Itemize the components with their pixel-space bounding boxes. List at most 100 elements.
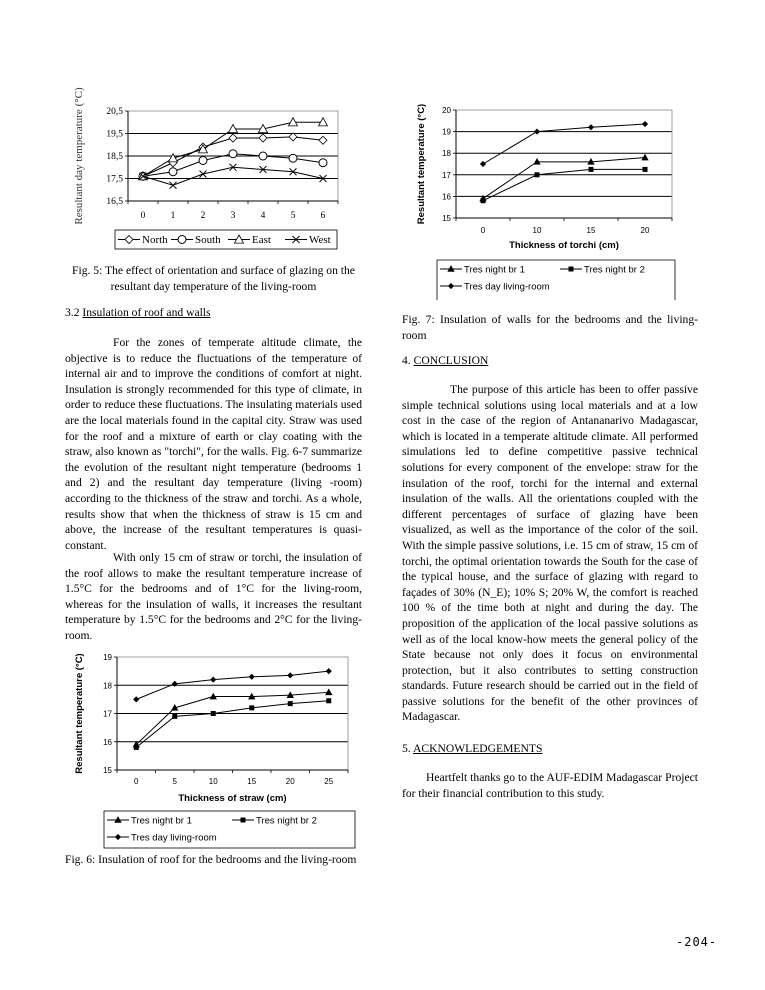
- data-point: [287, 116, 299, 127]
- page-number: -204-: [676, 935, 718, 949]
- paragraph-acknowledgements: Heartfelt thanks go to the AUF-EDIM Mada…: [402, 771, 698, 800]
- data-point: [326, 698, 332, 704]
- data-point: [325, 668, 332, 675]
- legend-label: Tres day living-room: [464, 282, 550, 293]
- x-tick-label: 10: [209, 777, 218, 786]
- y-tick-label: 19: [442, 128, 451, 137]
- legend-box: [103, 810, 356, 849]
- legend-label: Tres night br 1: [464, 265, 525, 276]
- legend-label: South: [195, 234, 221, 246]
- data-point: [288, 153, 298, 163]
- legend-marker: [114, 833, 122, 841]
- y-tick-label: 15: [103, 766, 112, 775]
- data-point: [171, 704, 179, 711]
- data-point: [642, 166, 648, 172]
- data-point: [248, 673, 255, 680]
- series-line-tres-night-br-1: [135, 691, 329, 745]
- y-tick-label: 18,5: [106, 152, 123, 162]
- data-point: [210, 676, 217, 683]
- data-point: [479, 160, 487, 168]
- data-point: [199, 170, 207, 178]
- x-tick-label: 25: [324, 777, 333, 786]
- x-tick-label: 20: [286, 777, 295, 786]
- series-line-tres-night-br-2: [135, 700, 329, 748]
- data-point: [587, 124, 595, 131]
- data-point: [289, 167, 297, 176]
- section-title: CONCLUSION: [413, 354, 489, 367]
- data-point: [287, 701, 293, 707]
- x-tick-label: 3: [231, 211, 236, 221]
- data-point: [288, 132, 298, 142]
- data-point: [133, 744, 139, 750]
- legend-label: North: [142, 234, 168, 246]
- x-tick-label: 2: [201, 211, 206, 221]
- legend-box: [436, 259, 676, 300]
- data-point: [259, 165, 267, 174]
- legend-marker: [240, 817, 246, 823]
- series-line-tres-night-br-2: [482, 168, 645, 202]
- y-axis-label: Resultant day temperature (°C): [73, 87, 85, 225]
- data-point: [133, 696, 140, 703]
- legend-marker: [568, 266, 574, 272]
- data-point: [287, 672, 294, 679]
- paragraph-insulation: For the zones of temperate altitude clim…: [65, 336, 362, 552]
- x-tick-label: 10: [533, 226, 542, 235]
- data-point: [641, 120, 649, 128]
- data-point: [197, 143, 209, 154]
- data-point: [533, 128, 541, 135]
- data-point: [641, 153, 649, 161]
- legend-box: [114, 229, 338, 250]
- x-tick-label: 15: [247, 777, 256, 786]
- legend-marker: [124, 234, 134, 245]
- data-point: [209, 692, 217, 700]
- plot-frame: [455, 109, 673, 219]
- paragraph-results: With only 15 cm of straw or torchi, the …: [65, 551, 362, 642]
- legend-label: Tres night br 2: [256, 816, 317, 827]
- data-point: [325, 688, 333, 696]
- legend-label: West: [309, 234, 331, 246]
- data-point: [480, 198, 486, 204]
- data-point: [318, 158, 328, 168]
- data-point: [171, 680, 178, 687]
- data-point: [248, 692, 256, 700]
- legend-marker: [447, 282, 455, 290]
- y-tick-label: 16,5: [106, 197, 123, 207]
- x-tick-label: 5: [291, 211, 296, 221]
- section-number: 3.2: [65, 306, 83, 319]
- y-tick-label: 16: [103, 738, 112, 747]
- section-heading-acknowledgements: 5. ACKNOWLEDGEMENTS: [402, 741, 698, 757]
- data-point: [139, 172, 147, 181]
- x-tick-label: 4: [261, 211, 266, 221]
- legend-marker: [114, 816, 122, 823]
- x-tick-label: 15: [587, 226, 596, 235]
- data-point: [167, 152, 179, 163]
- data-point: [587, 158, 595, 165]
- section-heading-3-2: 3.2 Insulation of roof and walls: [65, 305, 362, 321]
- data-point: [257, 123, 269, 134]
- x-tick-label: 1: [171, 211, 176, 221]
- x-tick-label: 0: [481, 226, 486, 235]
- fig5-caption: Fig. 5: The effect of orientation and su…: [72, 264, 355, 293]
- x-tick-label: 0: [141, 211, 146, 221]
- y-tick-label: 17,5: [106, 175, 123, 185]
- data-point: [319, 174, 327, 183]
- data-point: [229, 163, 237, 172]
- data-point: [286, 691, 294, 698]
- legend-label: Tres day living-room: [131, 833, 217, 844]
- x-axis-label: Thickness of torchi (cm): [509, 240, 619, 251]
- series-line-tres-day-living-room: [136, 670, 329, 700]
- y-tick-label: 18: [442, 149, 451, 158]
- legend-marker: [292, 235, 300, 244]
- y-tick-label: 16: [442, 192, 451, 201]
- data-point: [198, 156, 208, 165]
- legend-marker: [177, 235, 187, 244]
- y-axis-label: Resultant temperature (°C): [74, 653, 85, 773]
- x-axis-label: Thickness of straw (cm): [178, 793, 286, 804]
- section-number: 5.: [402, 742, 413, 755]
- y-tick-label: 17: [442, 171, 451, 180]
- data-point: [534, 172, 540, 178]
- section-title: Insulation of roof and walls: [82, 306, 211, 319]
- data-point: [210, 711, 216, 716]
- y-tick-label: 17: [103, 710, 112, 719]
- data-point: [227, 123, 239, 134]
